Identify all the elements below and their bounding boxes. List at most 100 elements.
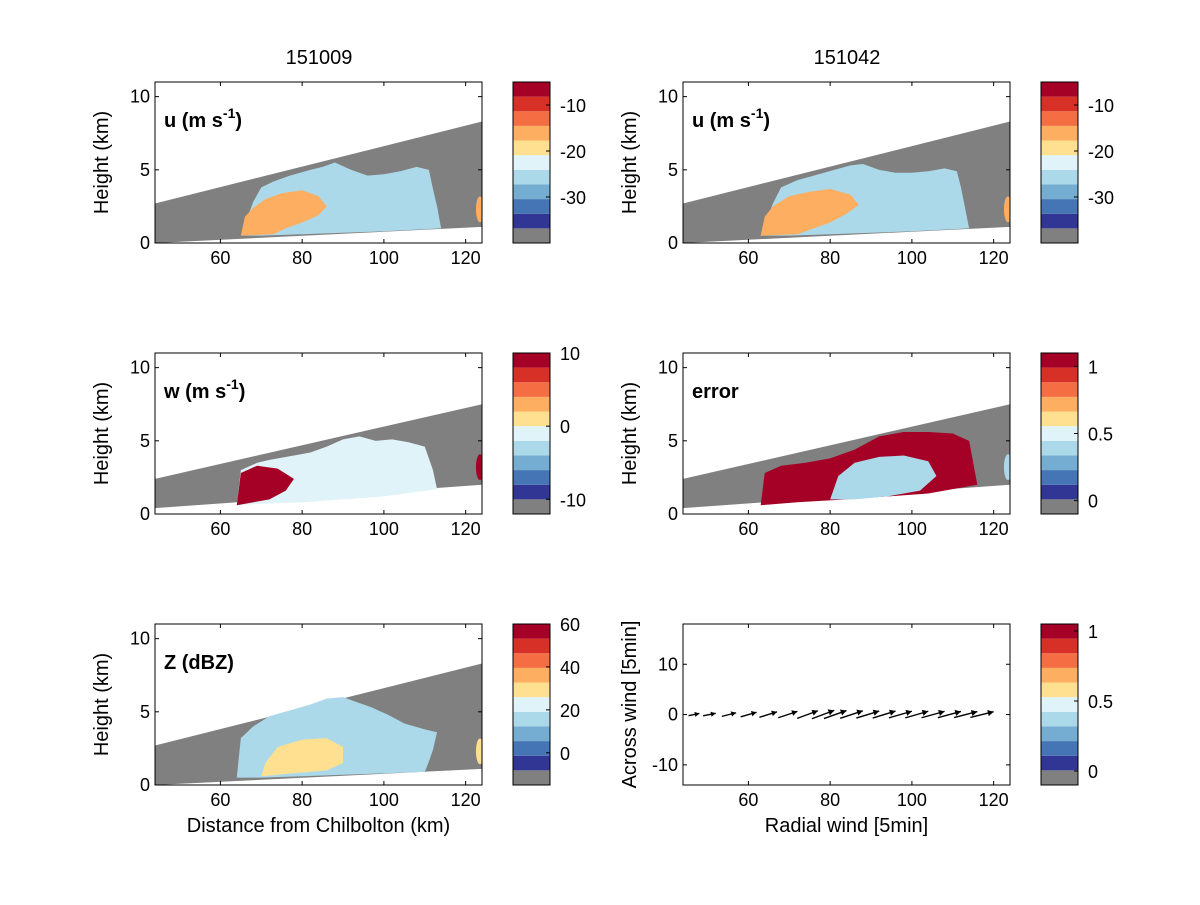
y-axis-label: Height (km)	[619, 382, 641, 485]
colorbar-tick-label: 0.5	[1088, 692, 1113, 712]
colorbar-segment	[1041, 382, 1078, 397]
x-tick-label: 60	[738, 248, 758, 268]
panel-Z-151009: 60 80 100 120 0 5 10 Height (km) Distance from C…	[91, 615, 580, 837]
wind-vector-head	[872, 709, 880, 716]
colorbar-segment	[513, 155, 550, 170]
axes-frame	[154, 81, 483, 244]
x-tick-label: 80	[292, 790, 312, 810]
colorbar-tick-label: -30	[560, 188, 586, 208]
x-tick-label: 60	[738, 519, 758, 539]
wind-vector-head	[730, 711, 737, 717]
colorbar-segment	[513, 82, 550, 97]
wind-vector-head	[710, 711, 716, 717]
colorbar-frame	[512, 352, 551, 515]
colorbar-segment	[513, 382, 550, 397]
wind-vector-head	[905, 709, 912, 716]
panel-label-end: )	[239, 381, 246, 403]
colorbar-tick-label: -30	[1088, 188, 1114, 208]
plot-area	[155, 663, 482, 785]
colorbar-segment	[1041, 184, 1078, 200]
x-tick-label: 120	[979, 790, 1009, 810]
y-axis-label: Across wind [5min]	[619, 621, 641, 789]
colorbar-frame	[1040, 623, 1079, 786]
y-tick-label: 0	[668, 504, 678, 524]
colorbar-segment	[1041, 726, 1078, 742]
colorbar-segment	[1041, 353, 1078, 368]
colorbar-tick-label: 0	[1088, 492, 1098, 512]
panel-label: w (m s-1)	[163, 376, 245, 403]
colorbar-segment	[1041, 96, 1078, 112]
colorbar-segment	[1041, 169, 1078, 185]
panel-label: Z (dBZ)	[164, 652, 234, 674]
colorbar-segment	[513, 499, 550, 514]
echo-core	[261, 738, 344, 777]
axes-frame	[682, 623, 1011, 786]
colorbar-segment	[513, 111, 550, 126]
panel-u-151042: 60 80 100 120 0 5 10 Height (km) u (m s-1) -10 -20…	[619, 81, 1114, 268]
panel-label-end: )	[763, 110, 770, 132]
colorbar-segment	[513, 96, 550, 112]
colorbar-segment	[513, 353, 550, 368]
colorbar-segment	[1041, 140, 1078, 156]
colorbar-segment	[513, 184, 550, 200]
wind-vector-head	[987, 710, 994, 717]
colorbar-segment	[513, 426, 550, 441]
y-tick-label: 10	[658, 654, 678, 674]
axes-frame	[682, 352, 1011, 515]
wind-vector-head	[889, 709, 896, 716]
colorbar-segment	[1041, 411, 1078, 427]
edge-echo	[1003, 196, 1010, 223]
y-tick-label: 5	[668, 431, 678, 451]
colorbar-segment	[513, 755, 550, 771]
colorbar-segment	[513, 470, 550, 485]
colorbar-tick-label: 0.5	[1088, 425, 1113, 445]
colorbar-segment	[513, 726, 550, 742]
colorbar-segment	[1041, 711, 1078, 727]
colorbar-segment	[1041, 426, 1078, 441]
plot-area	[683, 121, 1010, 243]
wind-vector-head	[954, 709, 961, 717]
x-tick-label: 100	[369, 790, 399, 810]
x-tick-label: 100	[369, 519, 399, 539]
colorbar-segment	[1041, 367, 1078, 383]
colorbar-segment	[1041, 228, 1078, 243]
y-tick-label: 10	[658, 87, 678, 107]
panel-label-superscript: -1	[223, 105, 236, 121]
colorbar-segment	[1041, 697, 1078, 712]
colorbar-tick-label: -10	[560, 490, 586, 510]
plot-area	[155, 121, 482, 243]
colorbar-tick-label: 1	[1088, 622, 1098, 642]
echo-core	[240, 190, 327, 236]
colorbar-tick-label: 0	[560, 744, 570, 764]
colorbar-frame	[512, 623, 551, 786]
edge-echo	[475, 454, 482, 481]
wind-vector-head	[856, 709, 863, 716]
colorbar-segment	[513, 484, 550, 500]
colorbar-segment	[1041, 470, 1078, 485]
colorbar-tick-label: 0	[1088, 762, 1098, 782]
x-tick-label: 100	[897, 519, 927, 539]
colorbar-tick-label: -20	[1088, 142, 1114, 162]
x-tick-label: 100	[369, 248, 399, 268]
colorbar-tick-label: -10	[560, 96, 586, 116]
wind-vector-head	[921, 709, 929, 716]
y-tick-label: 5	[668, 160, 678, 180]
colorbar-segment	[1041, 499, 1078, 514]
wind-vector-head	[694, 711, 700, 717]
x-axis-label: Distance from Chilbolton (km)	[187, 815, 450, 837]
x-tick-label: 80	[820, 519, 840, 539]
colorbar-segment	[513, 199, 550, 214]
x-tick-label: 80	[292, 248, 312, 268]
colorbar-segment	[1041, 111, 1078, 126]
echo-core	[236, 465, 294, 506]
panel-label: u (m s-1)	[692, 105, 770, 132]
x-tick-label: 80	[292, 519, 312, 539]
colorbar-frame	[512, 81, 551, 244]
colorbar-segment	[513, 140, 550, 156]
panel-label-end: )	[235, 110, 242, 132]
colorbar-segment	[1041, 484, 1078, 500]
axes-frame	[154, 623, 483, 786]
